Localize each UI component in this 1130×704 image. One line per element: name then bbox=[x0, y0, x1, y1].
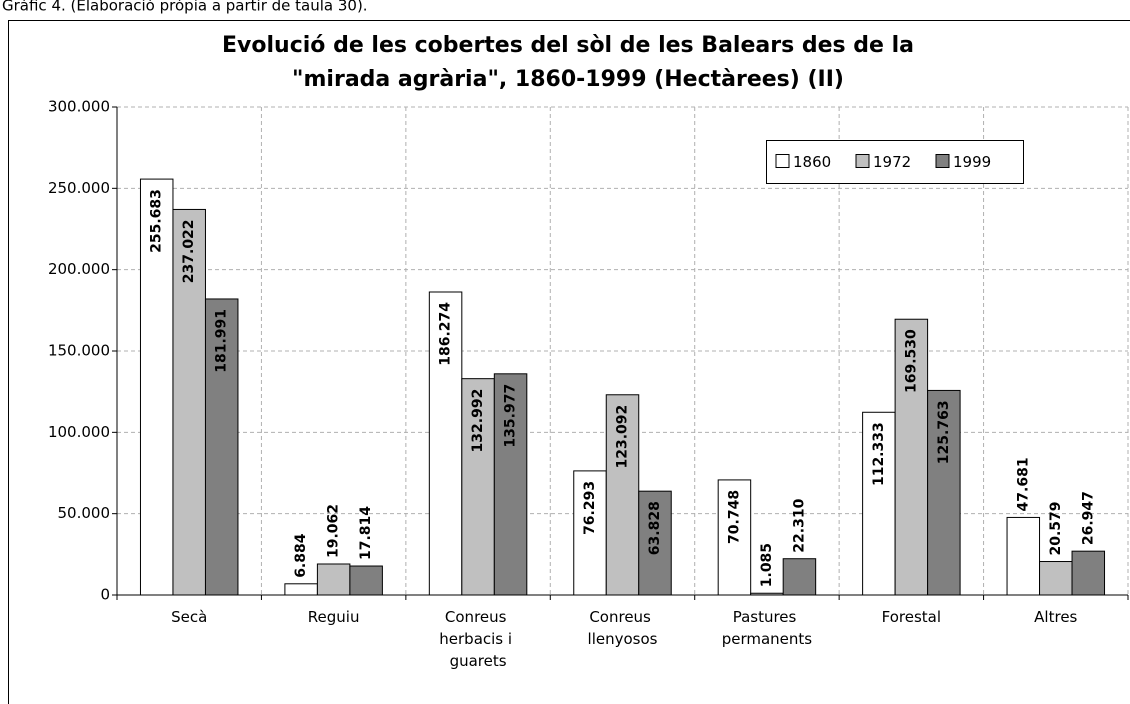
legend-label: 1860 bbox=[793, 153, 831, 171]
chart-title: Evolució de les cobertes del sòl de les … bbox=[222, 33, 914, 58]
y-tick-label: 50.000 bbox=[58, 504, 111, 522]
value-label: 26.947 bbox=[1080, 491, 1096, 545]
y-tick-label: 0 bbox=[100, 586, 110, 604]
bar bbox=[894, 318, 929, 596]
value-label: 6.884 bbox=[293, 533, 309, 578]
value-label: 255.683 bbox=[149, 189, 165, 253]
value-label: 135.977 bbox=[503, 384, 519, 448]
y-tick-label: 150.000 bbox=[48, 342, 110, 360]
x-tick-label: Secà bbox=[171, 608, 207, 626]
value-label: 169.530 bbox=[903, 329, 919, 393]
value-label: 132.992 bbox=[470, 389, 486, 453]
y-tick-label: 250.000 bbox=[48, 179, 110, 197]
bar bbox=[204, 298, 239, 596]
bar bbox=[862, 411, 896, 596]
value-label: 123.092 bbox=[615, 405, 631, 469]
bar bbox=[750, 592, 784, 596]
y-tick-label: 300.000 bbox=[48, 98, 110, 116]
value-label: 125.763 bbox=[936, 400, 952, 464]
bar bbox=[349, 565, 383, 596]
y-tick-label: 200.000 bbox=[48, 260, 110, 278]
bar bbox=[782, 558, 817, 596]
bar bbox=[493, 373, 528, 596]
value-label: 112.333 bbox=[871, 422, 887, 486]
caption: Gràfic 4. (Elaboració pròpia a partir de… bbox=[2, 0, 368, 15]
bar bbox=[717, 479, 752, 596]
value-label: 20.579 bbox=[1048, 501, 1064, 555]
legend-swatch bbox=[935, 154, 950, 168]
bar bbox=[284, 583, 318, 596]
bar bbox=[1039, 561, 1073, 596]
value-label: 181.991 bbox=[214, 309, 230, 373]
bar bbox=[461, 378, 495, 596]
bar bbox=[927, 389, 961, 596]
legend-swatch bbox=[855, 154, 870, 168]
value-label: 76.293 bbox=[582, 481, 598, 535]
value-label: 186.274 bbox=[438, 302, 454, 366]
value-label: 70.748 bbox=[726, 490, 742, 544]
bar bbox=[316, 563, 351, 596]
bar bbox=[1006, 516, 1041, 596]
bar bbox=[172, 208, 206, 596]
x-tick-label: Conreus llenyosos bbox=[588, 608, 658, 648]
x-tick-label: Pastures permanents bbox=[722, 608, 813, 648]
chart-title: "mirada agrària", 1860-1999 (Hectàrees) … bbox=[292, 67, 844, 92]
legend-swatch bbox=[775, 154, 790, 168]
legend-label: 1972 bbox=[873, 153, 911, 171]
bar bbox=[605, 394, 640, 596]
value-label: 19.062 bbox=[326, 504, 342, 558]
x-tick-label: Altres bbox=[1034, 608, 1077, 626]
x-tick-label: Conreus herbacis i guarets bbox=[439, 608, 517, 670]
bar bbox=[1071, 550, 1106, 596]
y-tick-label: 100.000 bbox=[48, 423, 110, 441]
bar bbox=[638, 490, 672, 596]
bar bbox=[428, 291, 463, 596]
value-label: 237.022 bbox=[181, 219, 197, 283]
legend-label: 1999 bbox=[953, 153, 991, 171]
x-tick-label: Reguiu bbox=[308, 608, 360, 626]
value-label: 17.814 bbox=[358, 506, 374, 560]
value-label: 22.310 bbox=[791, 498, 807, 552]
bar bbox=[573, 470, 607, 596]
value-label: 63.828 bbox=[647, 501, 663, 555]
value-label: 47.681 bbox=[1015, 457, 1031, 511]
x-tick-label: Forestal bbox=[882, 608, 941, 626]
value-label: 1.085 bbox=[759, 543, 775, 587]
legend-box bbox=[766, 140, 1024, 184]
